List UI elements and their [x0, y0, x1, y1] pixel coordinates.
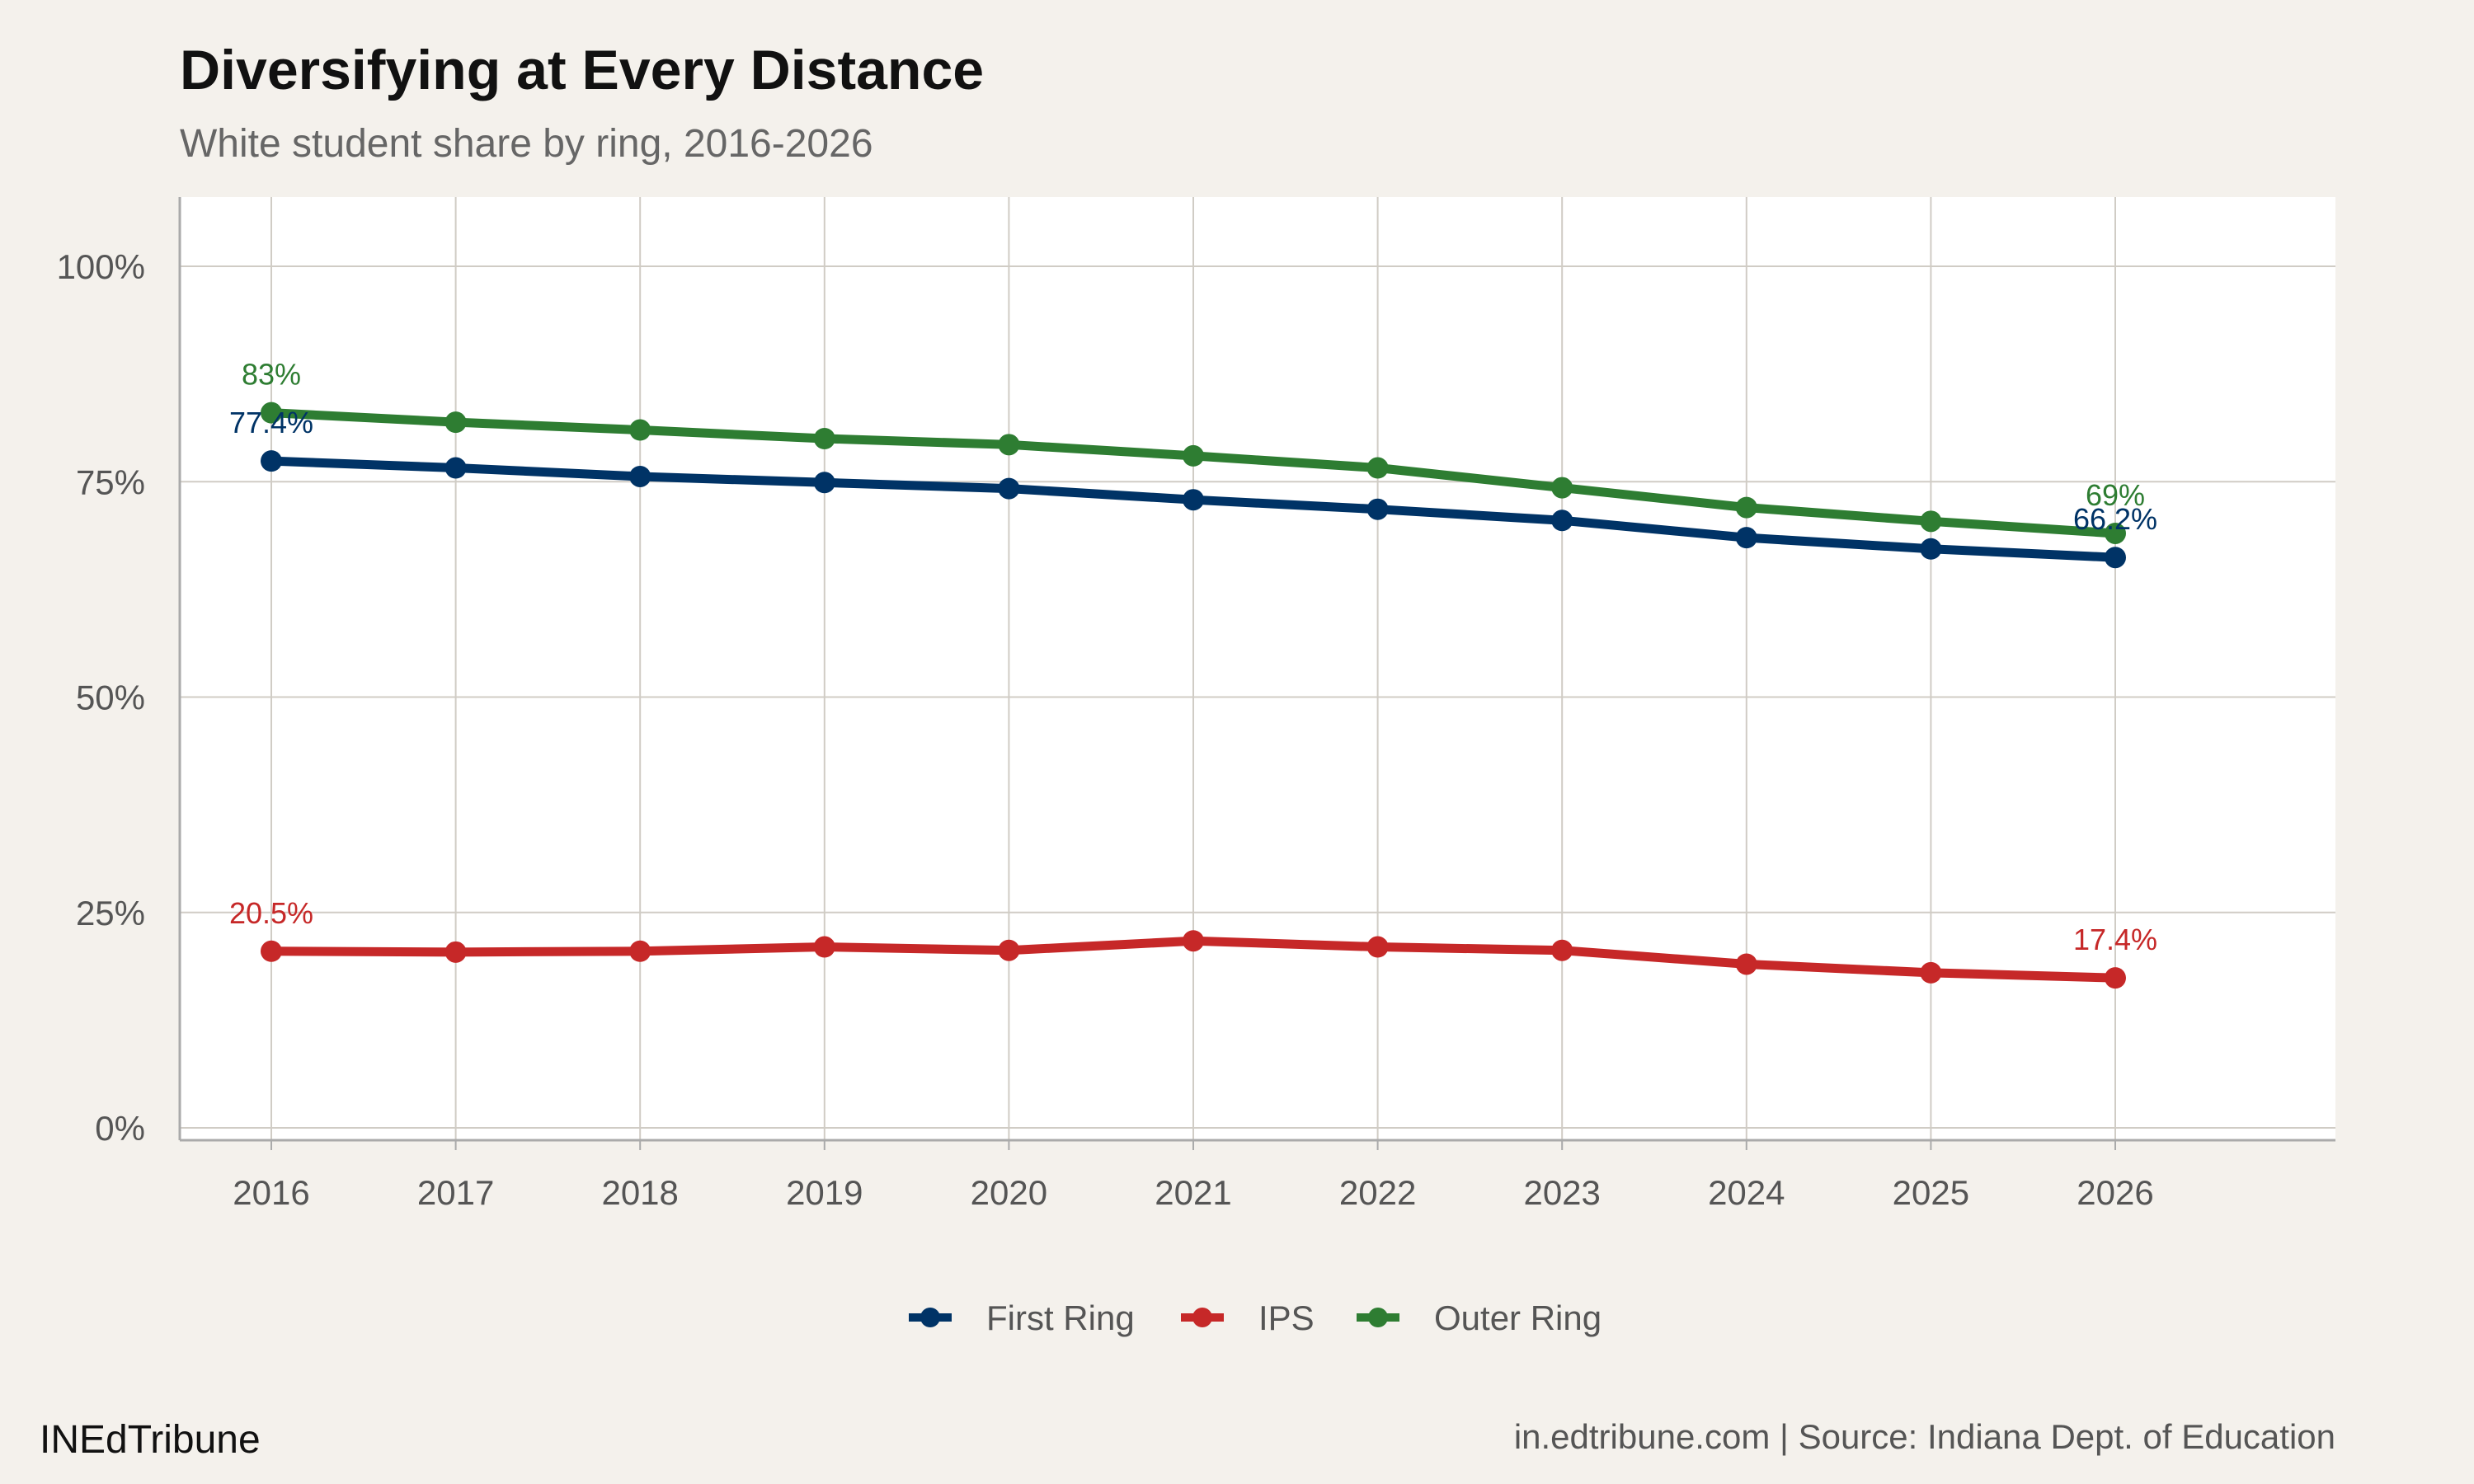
end-label-outer-ring: 69% [2086, 478, 2145, 512]
y-tick-label: 25% [76, 894, 145, 932]
chart-title: Diversifying at Every Distance [180, 39, 984, 101]
data-point-outer-ring [1735, 496, 1757, 519]
data-point-first-ring [998, 477, 1020, 500]
data-point-ips [629, 940, 651, 962]
legend-marker [1368, 1308, 1388, 1327]
brand-label: INEdTribune [40, 1418, 261, 1462]
data-point-ips [998, 939, 1020, 961]
data-point-outer-ring [1366, 457, 1389, 479]
x-tick-label: 2025 [1893, 1173, 1969, 1212]
legend-label: First Ring [986, 1298, 1135, 1337]
data-point-outer-ring [444, 411, 467, 434]
x-tick-label: 2019 [786, 1173, 863, 1212]
legend-marker [920, 1308, 940, 1327]
data-point-ips [261, 940, 282, 962]
data-point-ips [2105, 967, 2126, 989]
x-tick-label: 2024 [1708, 1173, 1785, 1212]
plot-panel [180, 197, 2335, 1140]
data-point-outer-ring [1183, 444, 1204, 467]
data-point-first-ring [813, 472, 835, 494]
data-point-outer-ring [1551, 477, 1573, 499]
x-tick-label: 2016 [233, 1173, 309, 1212]
data-point-ips [1551, 939, 1573, 961]
data-point-outer-ring [629, 419, 651, 441]
start-label-first-ring: 77.4% [229, 406, 313, 439]
data-point-first-ring [261, 450, 282, 472]
data-point-outer-ring [813, 428, 835, 449]
data-point-first-ring [1551, 510, 1573, 532]
legend-label: Outer Ring [1434, 1298, 1602, 1337]
data-point-first-ring [629, 465, 651, 487]
y-tick-label: 0% [95, 1109, 145, 1148]
legend-marker [1192, 1308, 1212, 1327]
data-point-ips [1183, 930, 1204, 952]
x-tick-label: 2023 [1523, 1173, 1600, 1212]
start-label-outer-ring: 83% [242, 358, 301, 392]
x-tick-label: 2026 [2077, 1173, 2153, 1212]
y-tick-label: 75% [76, 463, 145, 501]
x-tick-label: 2020 [971, 1173, 1047, 1212]
data-point-ips [813, 936, 835, 958]
end-label-ips: 17.4% [2073, 923, 2157, 956]
data-point-outer-ring [261, 402, 282, 424]
data-point-ips [1735, 953, 1757, 975]
data-point-ips [1920, 961, 1942, 984]
x-tick-label: 2021 [1155, 1173, 1231, 1212]
chart-subtitle: White student share by ring, 2016-2026 [180, 122, 873, 166]
source-caption: in.edtribune.com | Source: Indiana Dept.… [1514, 1417, 2335, 1456]
data-point-first-ring [444, 457, 467, 479]
data-point-ips [444, 941, 467, 963]
data-point-first-ring [1920, 538, 1942, 560]
legend-label: IPS [1258, 1298, 1315, 1337]
data-point-first-ring [1735, 527, 1757, 549]
data-point-ips [1366, 936, 1389, 958]
data-point-first-ring [1183, 489, 1204, 511]
x-tick-label: 2017 [417, 1173, 494, 1212]
x-tick-label: 2022 [1339, 1173, 1416, 1212]
data-point-outer-ring [998, 434, 1020, 456]
y-tick-label: 50% [76, 679, 145, 717]
x-tick-label: 2018 [601, 1173, 678, 1212]
data-point-outer-ring [2105, 522, 2126, 544]
data-point-outer-ring [1920, 510, 1942, 533]
data-point-first-ring [1366, 498, 1389, 520]
end-label-first-ring: 66.2% [2073, 502, 2157, 536]
data-point-first-ring [2105, 547, 2126, 569]
y-tick-label: 100% [57, 247, 145, 286]
start-label-ips: 20.5% [229, 896, 313, 930]
